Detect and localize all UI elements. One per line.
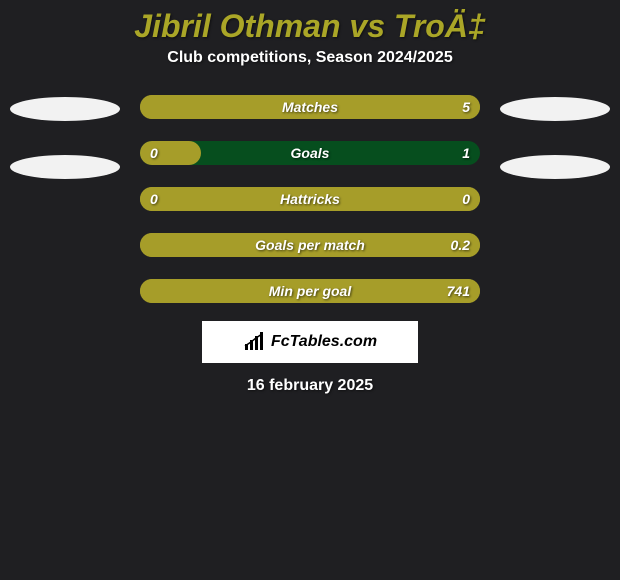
- stat-bar: Goals per match 0.2: [140, 233, 480, 257]
- stat-left-value: 0: [150, 191, 158, 207]
- main-row: Matches 5 0 Goals 1 0 Hattricks 0 Goals per matc…: [0, 95, 620, 303]
- stat-label: Min per goal: [269, 283, 351, 299]
- avatar: [10, 155, 120, 179]
- subtitle: Club competitions, Season 2024/2025: [0, 49, 620, 67]
- stats-card: Jibril Othman vs TroÄ‡ Club competitions…: [0, 0, 620, 395]
- avatar: [500, 155, 610, 179]
- stat-right-value: 741: [447, 283, 470, 299]
- stat-right-value: 0.2: [451, 237, 470, 253]
- stat-label: Hattricks: [280, 191, 340, 207]
- stat-bar: 0 Hattricks 0: [140, 187, 480, 211]
- date-label: 16 february 2025: [0, 377, 620, 395]
- stat-bars: Matches 5 0 Goals 1 0 Hattricks 0 Goals per matc…: [140, 95, 480, 303]
- chart-icon: [243, 332, 267, 352]
- stat-right-value: 5: [462, 99, 470, 115]
- stat-label: Goals per match: [255, 237, 365, 253]
- stat-right-value: 1: [462, 145, 470, 161]
- stat-bar: 0 Goals 1: [140, 141, 480, 165]
- stat-right-value: 0: [462, 191, 470, 207]
- stat-bar: Matches 5: [140, 95, 480, 119]
- left-avatars: [10, 95, 120, 179]
- page-title: Jibril Othman vs TroÄ‡: [0, 8, 620, 45]
- fctables-logo[interactable]: FcTables.com: [202, 321, 418, 363]
- stat-label: Goals: [291, 145, 330, 161]
- logo-text: FcTables.com: [271, 333, 377, 351]
- stat-left-value: 0: [150, 145, 158, 161]
- avatar: [10, 97, 120, 121]
- avatar: [500, 97, 610, 121]
- right-avatars: [500, 95, 610, 179]
- stat-bar: Min per goal 741: [140, 279, 480, 303]
- stat-label: Matches: [282, 99, 338, 115]
